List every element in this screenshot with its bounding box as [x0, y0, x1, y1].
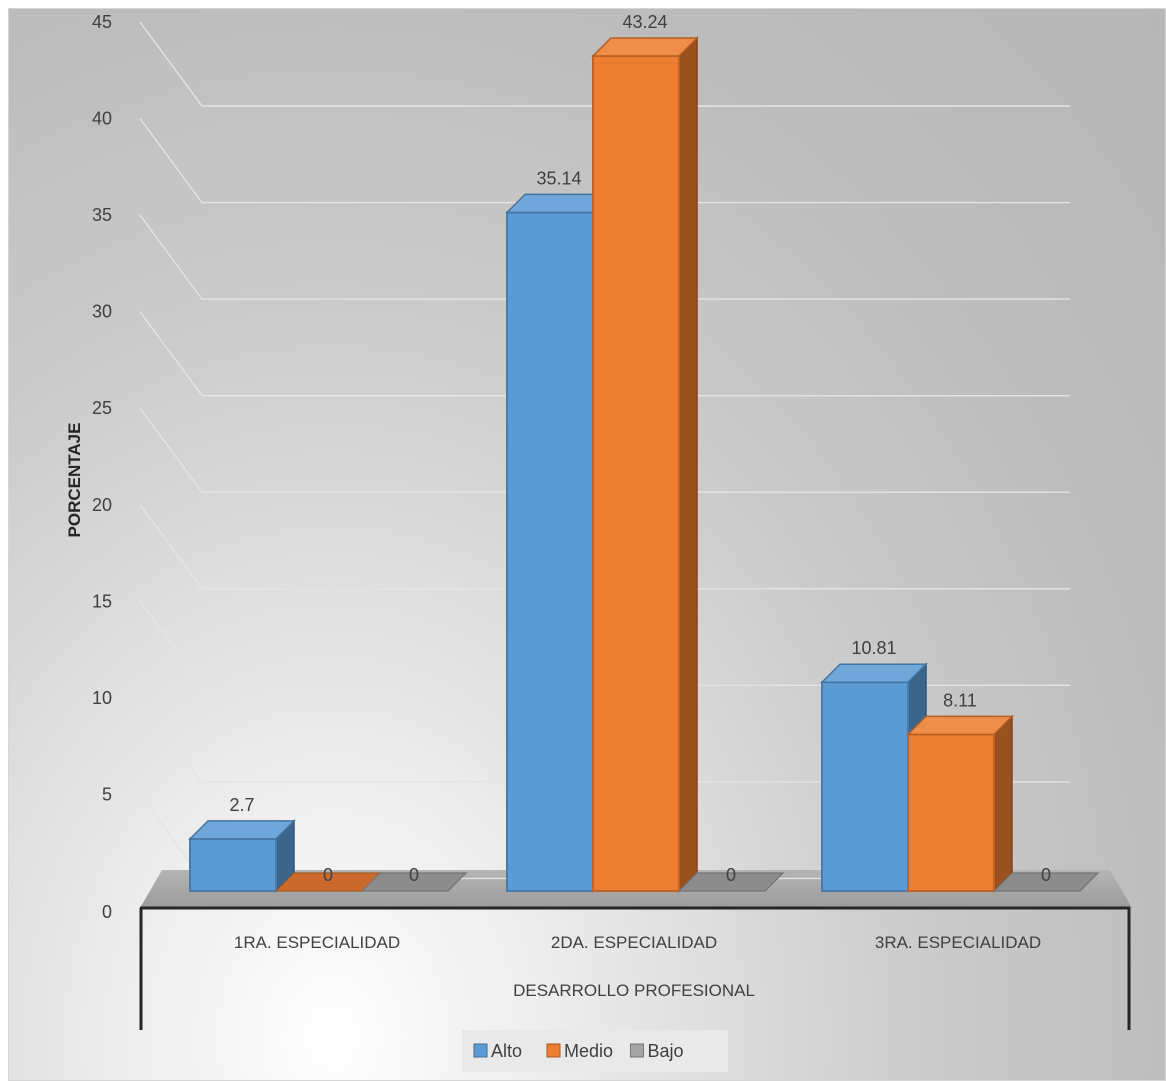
y-tick-label: 0 — [102, 902, 112, 922]
x-axis-title: DESARROLLO PROFESIONAL — [513, 981, 755, 1000]
data-label: 0 — [1041, 865, 1051, 885]
bar — [908, 716, 1012, 891]
x-tick-label: 3RA. ESPECIALIDAD — [875, 933, 1041, 952]
legend-swatch — [474, 1044, 487, 1057]
category-axis-table: DESARROLLO PROFESIONAL 1RA. ESPECIALIDAD… — [140, 908, 1130, 1030]
data-label: 43.24 — [622, 12, 667, 32]
y-tick-label: 25 — [92, 398, 112, 418]
legend-swatch — [631, 1044, 644, 1057]
legend-item-label: Alto — [491, 1041, 522, 1061]
bar-top — [593, 38, 697, 56]
legend-swatch — [547, 1044, 560, 1057]
y-tick-label: 20 — [92, 495, 112, 515]
y-axis-title: PORCENTAJE — [65, 423, 84, 538]
data-label: 2.7 — [229, 795, 254, 815]
data-label: 0 — [323, 865, 333, 885]
legend-item-label: Bajo — [648, 1041, 684, 1061]
y-tick-label: 5 — [102, 784, 112, 804]
data-label: 0 — [726, 865, 736, 885]
y-tick-label: 35 — [92, 205, 112, 225]
bar-side — [994, 716, 1012, 891]
y-tick-label: 10 — [92, 688, 112, 708]
y-tick-label: 45 — [92, 12, 112, 32]
legend-item-label: Medio — [564, 1041, 613, 1061]
bar — [190, 821, 294, 891]
bar-front — [822, 682, 908, 891]
bar-front — [593, 56, 679, 891]
bar — [593, 38, 697, 891]
data-label: 35.14 — [536, 168, 581, 188]
y-tick-label: 30 — [92, 302, 112, 322]
y-tick-label: 40 — [92, 109, 112, 129]
bar-front — [507, 212, 593, 891]
bar-front — [908, 734, 994, 891]
data-label: 0 — [409, 865, 419, 885]
bar-top — [822, 664, 926, 682]
bars — [190, 38, 1098, 891]
x-tick-label: 2DA. ESPECIALIDAD — [551, 933, 717, 952]
x-tick-label: 1RA. ESPECIALIDAD — [234, 933, 400, 952]
bar-front — [190, 839, 276, 891]
data-label: 8.11 — [943, 690, 977, 710]
y-tick-label: 15 — [92, 591, 112, 611]
data-label: 10.81 — [851, 638, 896, 658]
bar-side — [679, 38, 697, 891]
y-axis-ticks: 0 5 10 15 20 25 30 35 40 45 — [92, 12, 112, 922]
legend: Alto Medio Bajo — [462, 1030, 728, 1072]
bar-top — [190, 821, 294, 839]
bar-top — [908, 716, 1012, 734]
